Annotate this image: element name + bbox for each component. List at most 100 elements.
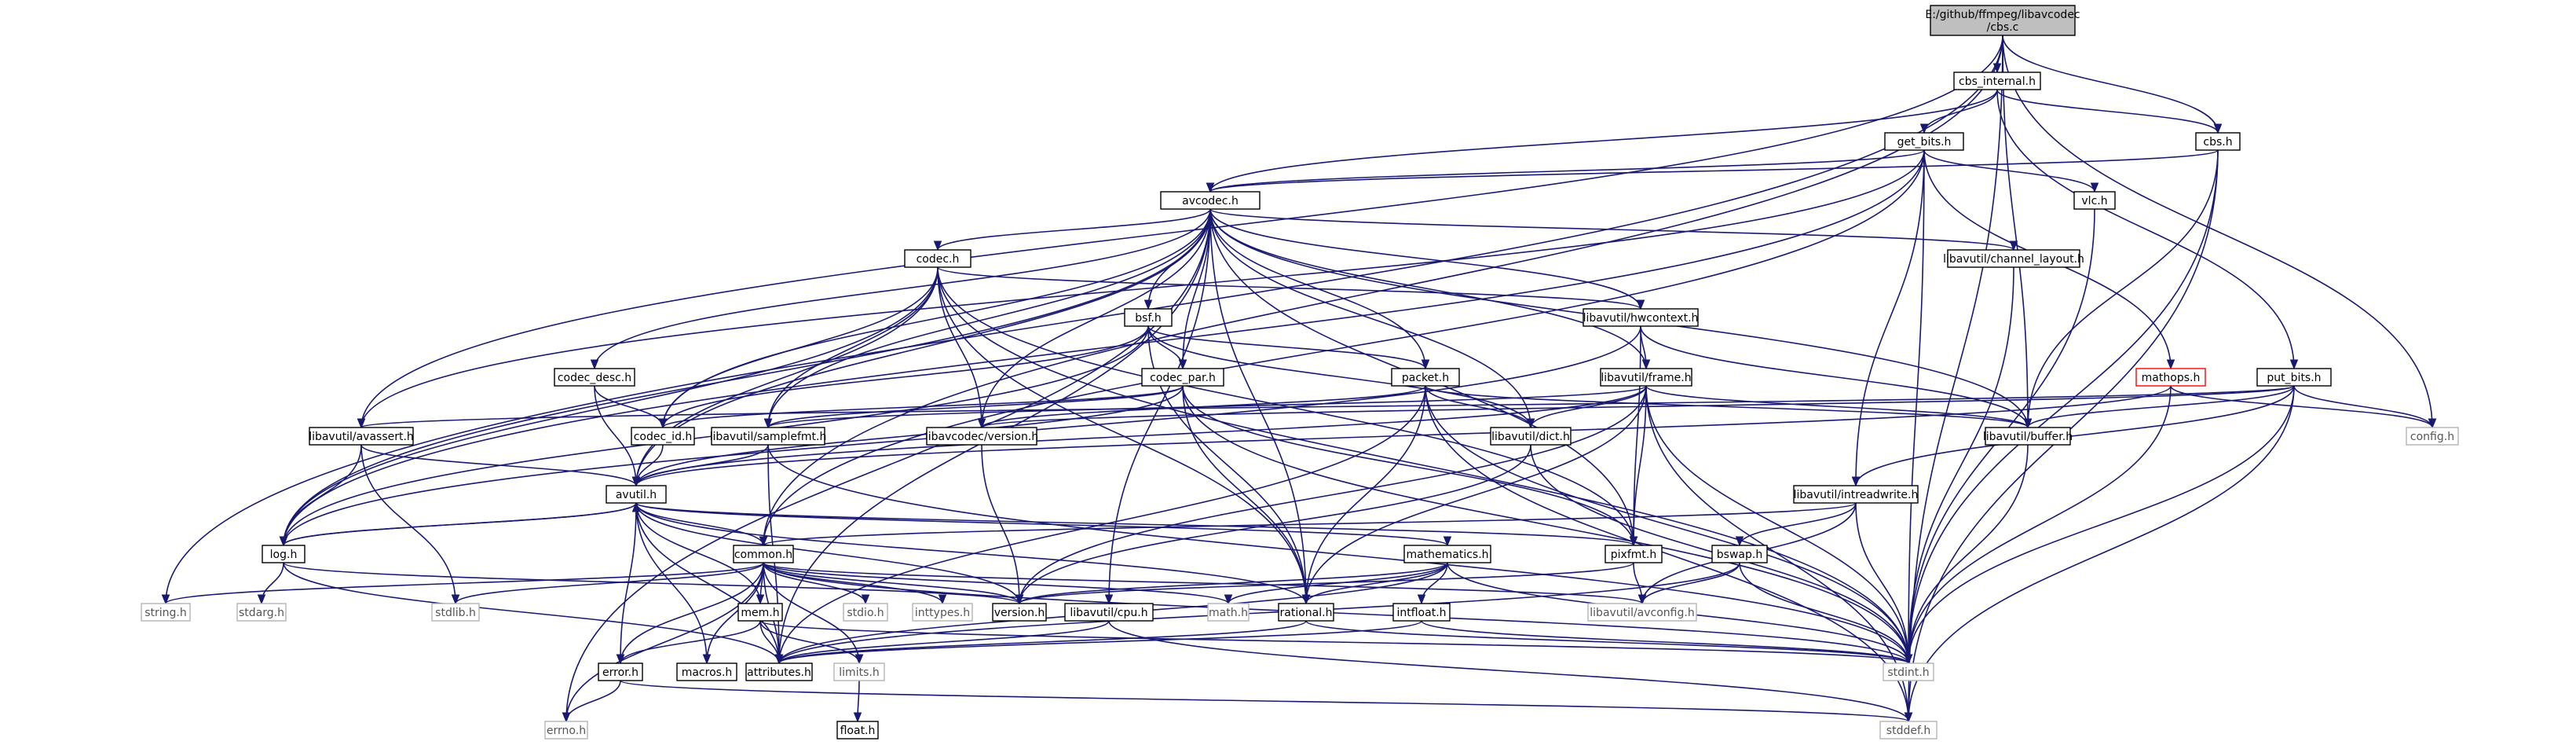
node-stdarg: stdarg.h — [236, 603, 287, 622]
node-label-avassert: libavutil/avassert.h — [309, 431, 414, 443]
node-put_bits[interactable]: put_bits.h — [2256, 368, 2332, 387]
node-box-pixfmt — [1605, 545, 1663, 563]
node-buffer[interactable]: libavutil/buffer.h — [1983, 427, 2073, 446]
node-dict[interactable]: libavutil/dict.h — [1490, 427, 1572, 446]
node-macros[interactable]: macros.h — [676, 662, 737, 681]
node-attributes[interactable]: attributes.h — [745, 662, 813, 681]
node-box-mathematics — [1403, 545, 1491, 563]
node-box-common — [733, 545, 794, 563]
node-get_bits[interactable]: get_bits.h — [1884, 132, 1964, 151]
node-version[interactable]: version.h — [992, 603, 1047, 622]
node-root[interactable]: E:/github/ffmpeg/libavcodec/cbs.c — [1925, 5, 2080, 36]
edge-layer — [161, 35, 2437, 723]
node-intfloat[interactable]: intfloat.h — [1392, 603, 1451, 622]
node-codec_id[interactable]: codec_id.h — [631, 427, 695, 446]
node-box-float — [836, 721, 879, 739]
edge-packet-to-stdint — [1425, 385, 1909, 664]
node-pixfmt[interactable]: pixfmt.h — [1605, 545, 1663, 563]
node-label-root: E:/github/ffmpeg/libavcodec — [1925, 9, 2080, 21]
node-box-mem — [737, 603, 783, 622]
node-rational[interactable]: rational.h — [1278, 603, 1334, 622]
node-stdio: stdio.h — [843, 603, 888, 622]
node-mem[interactable]: mem.h — [737, 603, 783, 622]
edge-hwcontext-to-pixfmt — [1633, 325, 1641, 546]
node-box-rational — [1278, 603, 1334, 622]
node-label-stdint: stdint.h — [1887, 666, 1929, 679]
node-box-attributes — [745, 662, 813, 681]
arrowhead-avcodec-to-channel_layout — [2009, 240, 2018, 251]
node-float[interactable]: float.h — [836, 721, 879, 739]
node-label-buffer: libavutil/buffer.h — [1983, 431, 2073, 443]
arrowhead-bsf-to-codec_par — [1178, 359, 1187, 370]
node-label-mathematics: mathematics.h — [1406, 549, 1488, 561]
arrowhead-mem-to-stdint — [1904, 654, 1913, 665]
node-box-avcodec — [1160, 191, 1261, 210]
edge-avcodec-to-errno — [565, 208, 1211, 722]
node-avassert[interactable]: libavutil/avassert.h — [309, 427, 414, 446]
edge-mathops-to-config — [2170, 385, 2433, 428]
edge-bsf-to-packet — [1147, 325, 1426, 369]
node-codec_desc[interactable]: codec_desc.h — [554, 368, 635, 387]
node-mathops[interactable]: mathops.h — [2135, 368, 2206, 387]
node-log[interactable]: log.h — [262, 545, 306, 563]
node-label-mem: mem.h — [741, 607, 779, 619]
edge-error-to-errno — [565, 680, 621, 722]
edge-error-to-stddef — [620, 680, 1909, 722]
node-cbs[interactable]: cbs.h — [2195, 132, 2241, 151]
arrowhead-error-to-stddef — [1904, 712, 1913, 723]
arrowhead-common-to-string — [161, 594, 170, 605]
arrowhead-limits-to-float — [853, 712, 862, 723]
arrowhead-intreadwrite-to-common — [759, 536, 768, 547]
edge-dict-to-version — [1019, 444, 1531, 604]
node-mathematics[interactable]: mathematics.h — [1403, 545, 1491, 563]
edge-avcodec-to-log — [283, 208, 1211, 546]
node-label-codec: codec.h — [917, 253, 960, 266]
node-cpu[interactable]: libavutil/cpu.h — [1064, 603, 1154, 622]
node-label-dict: libavutil/dict.h — [1491, 431, 1570, 443]
edge-rational-to-stdint — [1305, 620, 1909, 664]
edge-frame-to-pixfmt — [1633, 385, 1647, 546]
edge-mem-to-limits — [759, 620, 860, 664]
node-codec[interactable]: codec.h — [904, 249, 971, 268]
node-box-stdarg — [236, 603, 287, 622]
node-box-avassert — [309, 427, 414, 446]
arrowhead-codec-to-hwcontext — [1636, 299, 1645, 310]
node-label-limits: limits.h — [839, 666, 879, 679]
edge-get_bits-to-common — [763, 149, 1925, 546]
edge-log-to-avutil — [283, 502, 637, 546]
node-box-put_bits — [2256, 368, 2332, 387]
node-channel_layout[interactable]: libavutil/channel_layout.h — [1943, 249, 2084, 268]
node-bsf[interactable]: bsf.h — [1124, 308, 1173, 327]
node-box-log — [262, 545, 306, 563]
node-vlc[interactable]: vlc.h — [2073, 191, 2116, 210]
edge-put_bits-to-config — [2293, 385, 2433, 428]
node-label-float: float.h — [840, 725, 876, 737]
edge-put_bits-to-avassert — [360, 385, 2295, 428]
arrowhead-avcodec-to-cpu — [1104, 594, 1114, 605]
node-stdint: stdint.h — [1883, 662, 1934, 681]
node-packet[interactable]: packet.h — [1391, 368, 1460, 387]
node-intreadwrite[interactable]: libavutil/intreadwrite.h — [1793, 485, 1919, 504]
edge-packet-to-attributes — [778, 385, 1426, 664]
arrowhead-frame-to-dict — [1526, 418, 1535, 429]
node-box-macros — [676, 662, 737, 681]
node-bswap[interactable]: bswap.h — [1711, 545, 1768, 563]
arrowhead-cbs_internal-to-get_bits — [1919, 123, 1929, 134]
node-lavc_version[interactable]: libavcodec/version.h — [925, 427, 1038, 446]
node-avcodec[interactable]: avcodec.h — [1160, 191, 1261, 210]
node-codec_par[interactable]: codec_par.h — [1141, 368, 1224, 387]
node-common[interactable]: common.h — [733, 545, 794, 563]
node-cbs_internal[interactable]: cbs_internal.h — [1953, 72, 2041, 90]
edge-log-to-attributes — [283, 562, 780, 664]
edge-bswap-to-attributes — [778, 562, 1740, 664]
edge-codec-to-lavc_version — [937, 266, 982, 428]
node-config: config.h — [2406, 427, 2459, 446]
node-error[interactable]: error.h — [598, 662, 643, 681]
node-samplefmt[interactable]: libavutil/samplefmt.h — [710, 427, 827, 446]
node-label-bsf: bsf.h — [1135, 312, 1161, 325]
edge-avassert-to-log — [283, 444, 362, 546]
node-box-stddef — [1879, 721, 1937, 739]
node-hwcontext[interactable]: libavutil/hwcontext.h — [1583, 308, 1699, 327]
node-avutil[interactable]: avutil.h — [606, 485, 667, 504]
node-frame[interactable]: libavutil/frame.h — [1600, 368, 1692, 387]
